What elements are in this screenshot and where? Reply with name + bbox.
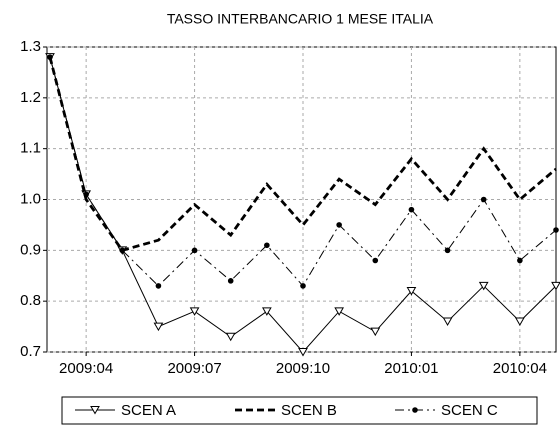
series-line: [48, 56, 557, 252]
point-marker: [264, 242, 270, 249]
point-marker: [406, 287, 417, 296]
point-marker: [514, 317, 525, 327]
y-tick-label: 1.2: [20, 89, 41, 106]
point-marker: [334, 307, 345, 316]
point-marker: [551, 281, 560, 291]
point-marker: [370, 327, 381, 337]
chart-title: TASSO INTERBANCARIO 1 MESE ITALIA: [167, 11, 434, 27]
point-marker: [442, 317, 453, 327]
y-tick-label: 1.3: [20, 38, 41, 55]
point-marker: [336, 222, 342, 228]
point-marker: [408, 206, 415, 213]
legend-label: SCEN C: [441, 402, 498, 419]
point-marker: [553, 227, 559, 233]
point-marker: [191, 247, 198, 254]
point-marker: [517, 257, 523, 264]
x-tick-label: 2009:10: [276, 360, 330, 377]
point-marker: [155, 283, 162, 289]
point-marker: [298, 348, 308, 357]
point-marker: [444, 247, 451, 254]
x-tick-label: 2009:07: [167, 360, 221, 377]
point-marker: [478, 281, 489, 291]
legend-label: SCEN B: [281, 402, 337, 419]
point-marker: [261, 307, 272, 316]
point-marker: [480, 196, 487, 203]
legend-marker: [90, 406, 100, 415]
legend-label: SCEN A: [121, 402, 176, 419]
x-tick-label: 2009:04: [59, 360, 113, 377]
x-tick-label: 2010:04: [493, 360, 547, 377]
point-marker: [227, 278, 234, 284]
y-tick-label: 1.0: [20, 190, 41, 207]
y-tick-label: 0.7: [20, 343, 41, 360]
y-tick-label: 0.8: [20, 292, 41, 309]
point-marker: [372, 257, 379, 264]
point-marker: [47, 54, 53, 60]
point-marker: [189, 307, 200, 316]
point-marker: [83, 191, 89, 198]
point-marker: [300, 283, 306, 289]
y-tick-label: 1.1: [20, 140, 41, 157]
legend-marker: [412, 407, 418, 413]
legend-box: [61, 396, 538, 425]
x-tick-label: 2010:01: [384, 360, 438, 377]
point-marker: [225, 332, 236, 342]
point-marker: [153, 322, 164, 332]
y-tick-label: 0.9: [20, 241, 41, 258]
point-marker: [119, 247, 126, 254]
